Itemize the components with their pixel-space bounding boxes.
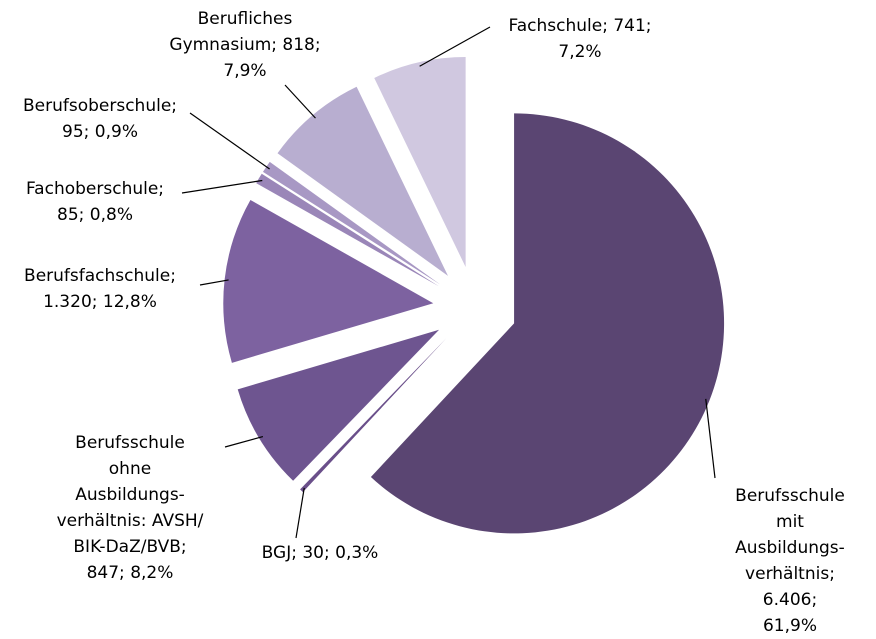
slice-label: BGJ; 30; 0,3% — [261, 543, 379, 563]
pie-slice — [277, 86, 448, 276]
slice-label: Berufsschule mit Ausbildungs- verhältnis… — [735, 486, 845, 636]
slice-label: Berufsoberschule; 95; 0,9% — [22, 96, 178, 142]
pie — [181, 26, 725, 539]
pie-slice — [223, 199, 434, 363]
pie-slice — [374, 57, 466, 268]
leader-line — [181, 179, 263, 194]
leader-line — [189, 112, 270, 170]
leader-line — [199, 279, 229, 286]
pie-slice — [370, 113, 725, 534]
slice-label: Berufliches Gymnasium; 818; 7,9% — [169, 9, 321, 81]
leader-line — [295, 487, 305, 539]
pie-slice — [300, 338, 447, 493]
pie-slice — [237, 329, 440, 481]
leader-line — [284, 84, 316, 119]
slice-label: Berufsfachschule; 1.320; 12,8% — [24, 266, 176, 312]
pie-slice — [262, 161, 441, 285]
pie-slice — [256, 173, 439, 287]
slice-label: Berufsschule ohne Ausbildungs- verhältni… — [56, 433, 204, 583]
leader-line — [705, 398, 716, 479]
leader-line — [419, 26, 491, 67]
slice-label: Fachoberschule; 85; 0,8% — [25, 179, 165, 225]
leader-line — [224, 435, 264, 448]
slice-label: Fachschule; 741; 7,2% — [508, 16, 652, 62]
chart: Berufsschule mit Ausbildungs- verhältnis… — [22, 9, 845, 636]
